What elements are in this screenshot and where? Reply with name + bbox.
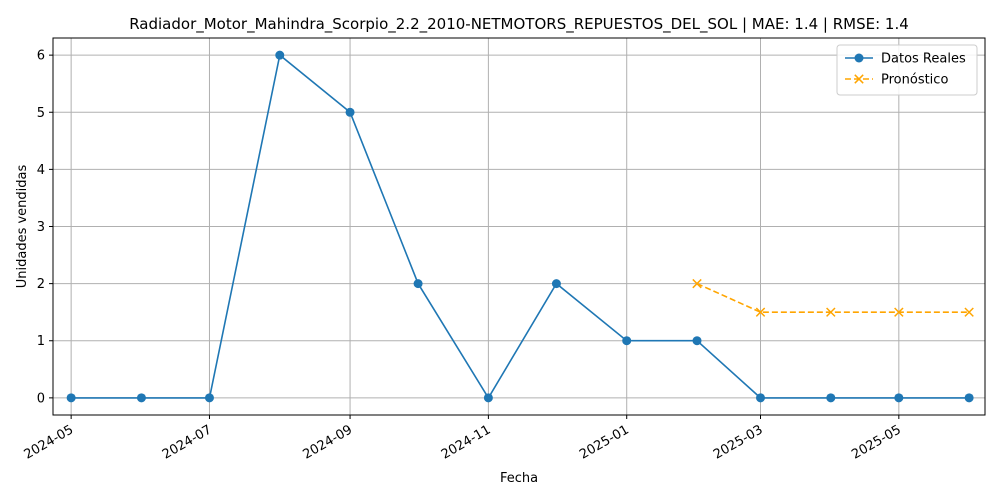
legend-label: Datos Reales <box>881 52 966 67</box>
data-point <box>894 393 904 403</box>
data-point <box>413 279 423 289</box>
data-point <box>692 278 702 289</box>
y-tick-label: 1 <box>37 334 45 349</box>
x-tick-label: 2025-05 <box>849 422 904 462</box>
data-point <box>551 279 561 289</box>
data-point <box>756 393 766 403</box>
y-axis-ticks: 0 1 2 3 4 5 6 <box>37 49 53 406</box>
data-point <box>622 336 632 346</box>
x-tick-label: 2024-11 <box>439 422 494 462</box>
data-point <box>826 393 836 403</box>
y-tick-label: 0 <box>37 391 45 406</box>
legend: Datos Reales Pronóstico <box>836 44 978 96</box>
series-line <box>71 53 970 400</box>
series-line <box>696 282 970 314</box>
data-point <box>826 307 836 317</box>
x-tick-label: 2025-01 <box>577 422 632 462</box>
chart-title: Radiador_Motor_Mahindra_Scorpio_2.2_2010… <box>129 15 909 34</box>
y-tick-label: 5 <box>37 106 45 121</box>
y-tick-label: 4 <box>37 163 45 178</box>
legend-item: Pronóstico <box>845 73 948 88</box>
data-point <box>964 393 974 403</box>
x-axis-label: Fecha <box>500 471 538 486</box>
y-tick-label: 2 <box>37 277 45 292</box>
x-tick-label: 2024-07 <box>160 422 215 462</box>
legend-item: Datos Reales <box>845 52 966 67</box>
data-point <box>204 393 214 403</box>
x-tick-label: 2024-09 <box>301 422 356 462</box>
data-point <box>854 53 864 63</box>
grid-lines <box>53 38 985 415</box>
series-pronostico <box>692 278 974 317</box>
data-point <box>275 50 285 60</box>
x-tick-label: 2024-05 <box>22 422 77 462</box>
data-point <box>894 307 904 317</box>
x-axis-ticks: 2024-05 2024-07 2024-09 2024-11 2025-01 2025-… <box>22 415 904 463</box>
data-point <box>964 307 974 317</box>
data-point <box>66 393 76 403</box>
data-point <box>136 393 146 403</box>
y-tick-label: 6 <box>37 49 45 64</box>
y-axis-label: Unidades vendidas <box>15 165 30 289</box>
series-datos-reales <box>66 50 974 403</box>
data-point <box>483 393 493 403</box>
data-point <box>755 307 766 317</box>
data-point <box>345 107 355 117</box>
y-tick-label: 3 <box>37 220 45 235</box>
data-point <box>854 74 864 84</box>
x-tick-label: 2025-03 <box>711 422 766 462</box>
series-layer <box>66 50 974 403</box>
data-point <box>692 336 702 346</box>
legend-label: Pronóstico <box>881 73 948 88</box>
